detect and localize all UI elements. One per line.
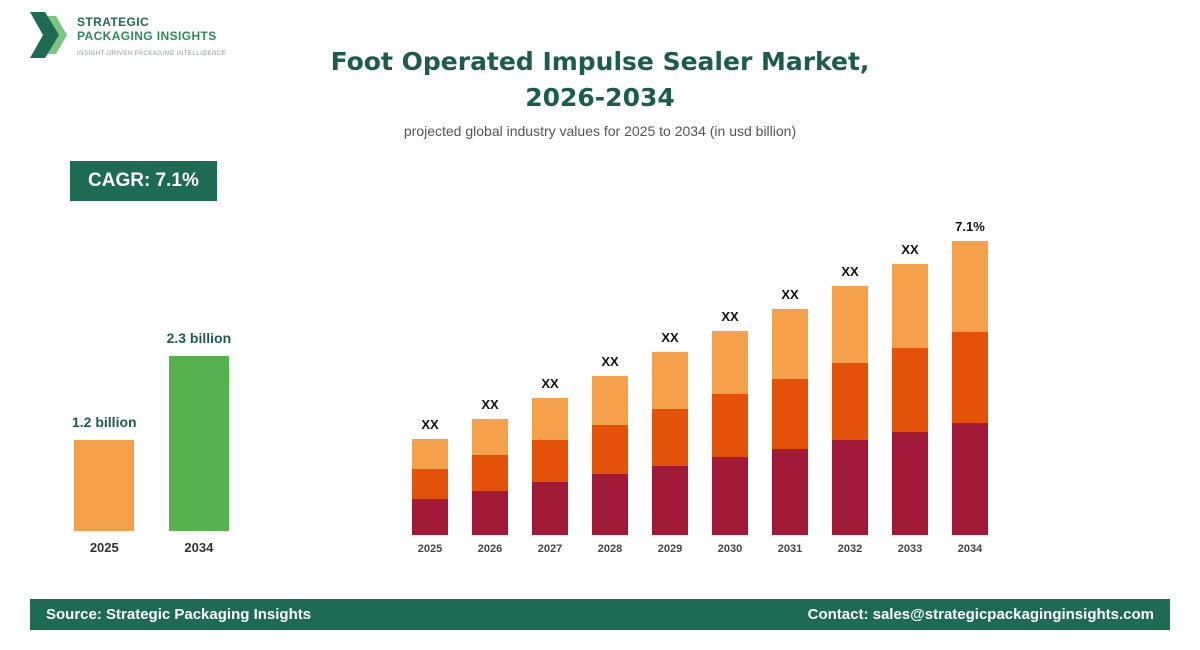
logo-text: STRATEGIC PACKAGING INSIGHTS INSIGHT-DRI… (77, 12, 226, 57)
bar-segment (412, 469, 448, 499)
footer-contact: Contact: sales@strategicpackaginginsight… (807, 606, 1154, 623)
stacked-bar-column: XX 2031 (772, 287, 808, 555)
bar-segment (952, 423, 988, 535)
bar-segment (832, 286, 868, 363)
mini-bar (168, 356, 229, 531)
stacked-bar-column: XX 2026 (472, 397, 508, 555)
bar-segment (832, 363, 868, 440)
bar-top-label: XX (781, 287, 799, 302)
bar-top-label: XX (901, 242, 919, 257)
bar-segment (592, 425, 628, 474)
cagr-badge: CAGR: 7.1% (70, 161, 217, 201)
stacked-bar-column: XX 2032 (832, 264, 868, 555)
bar-segment (892, 264, 928, 348)
stacked-bar (592, 376, 628, 535)
stacked-bar (652, 352, 688, 535)
bar-segment (952, 332, 988, 423)
title-block: Foot Operated Impulse Sealer Market, 202… (0, 44, 1200, 139)
stacked-bar (712, 331, 748, 535)
stacked-bar-column: XX 2033 (892, 242, 928, 555)
bar-segment (592, 474, 628, 535)
page-subtitle: projected global industry values for 202… (403, 123, 797, 139)
x-axis-label: 2029 (657, 543, 683, 555)
bar-segment (412, 499, 448, 535)
main-chart: XX 2025 XX 2026 XX 2027 XX 2028 XX 2029 XX 2030 XX 20… (412, 219, 988, 555)
bar-segment (892, 348, 928, 432)
bar-segment (472, 491, 508, 535)
x-axis-label: 2030 (717, 543, 743, 555)
stacked-bar (832, 286, 868, 535)
x-axis-label: 2032 (837, 543, 863, 555)
stacked-bar (952, 241, 988, 535)
bar-segment (532, 398, 568, 440)
stacked-bar (472, 419, 508, 535)
logo-line1: STRATEGIC (77, 15, 150, 29)
page-title-line2: 2026-2034 (525, 83, 675, 112)
bar-top-label: XX (541, 376, 559, 391)
bar-value-label: 2.3 billion (166, 330, 232, 346)
bar-segment (592, 376, 628, 425)
bar-segment (772, 449, 808, 535)
bar-segment (832, 440, 868, 535)
stacked-bar-column: XX 2029 (652, 330, 688, 555)
logo: STRATEGIC PACKAGING INSIGHTS INSIGHT-DRI… (30, 12, 226, 63)
stacked-bar (892, 264, 928, 535)
bar-segment (712, 331, 748, 394)
bar-segment (772, 379, 808, 449)
bar-top-label: XX (601, 354, 619, 369)
bar-segment (472, 419, 508, 455)
x-axis-label: 2033 (897, 543, 923, 555)
bar-segment (652, 352, 688, 409)
mini-chart-column: 1.2 billion 2025 (72, 414, 137, 555)
bar-top-label: XX (481, 397, 499, 412)
bar-segment (712, 394, 748, 457)
bar-segment (532, 482, 568, 535)
chevron-arrow-icon (30, 12, 68, 63)
bar-top-label: XX (421, 417, 439, 432)
bar-top-label: 7.1% (955, 219, 985, 234)
bar-segment (952, 241, 988, 332)
stacked-bar (412, 439, 448, 535)
bar-segment (652, 409, 688, 466)
bar-top-label: XX (661, 330, 679, 345)
stacked-bar-column: XX 2028 (592, 354, 628, 555)
bar-value-label: 1.2 billion (72, 414, 137, 430)
stacked-bar-column: XX 2025 (412, 417, 448, 555)
bar-segment (892, 432, 928, 535)
stacked-bar (532, 398, 568, 535)
footer-source: Source: Strategic Packaging Insights (46, 606, 312, 623)
mini-bar (74, 440, 135, 531)
logo-tagline: INSIGHT-DRIVEN PACKAGING INTELLIGENCE (77, 50, 227, 57)
bar-segment (652, 466, 688, 535)
bar-segment (532, 440, 568, 482)
stacked-bar-column: 7.1% 2034 (952, 219, 988, 555)
mini-chart: 1.2 billion 2025 2.3 billion 2034 (72, 330, 231, 555)
stacked-bar (772, 309, 808, 535)
bar-top-label: XX (721, 309, 739, 324)
x-axis-label: 2026 (477, 543, 503, 555)
footer-bar: Source: Strategic Packaging Insights Con… (30, 599, 1170, 630)
x-axis-label: 2025 (89, 540, 119, 555)
bar-segment (712, 457, 748, 535)
mini-chart-column: 2.3 billion 2034 (167, 330, 232, 555)
bar-segment (472, 455, 508, 491)
stacked-bar-column: XX 2027 (532, 376, 568, 555)
bar-top-label: XX (841, 264, 859, 279)
x-axis-label: 2025 (417, 543, 443, 555)
bar-segment (772, 309, 808, 379)
x-axis-label: 2028 (597, 543, 623, 555)
page-title-line1: Foot Operated Impulse Sealer Market, (330, 47, 870, 76)
x-axis-label: 2027 (537, 543, 563, 555)
x-axis-label: 2034 (184, 540, 214, 555)
logo-line2: PACKAGING INSIGHTS (77, 28, 217, 43)
bar-segment (412, 439, 448, 469)
x-axis-label: 2034 (957, 543, 983, 555)
stacked-bar-column: XX 2030 (712, 309, 748, 555)
x-axis-label: 2031 (777, 543, 803, 555)
